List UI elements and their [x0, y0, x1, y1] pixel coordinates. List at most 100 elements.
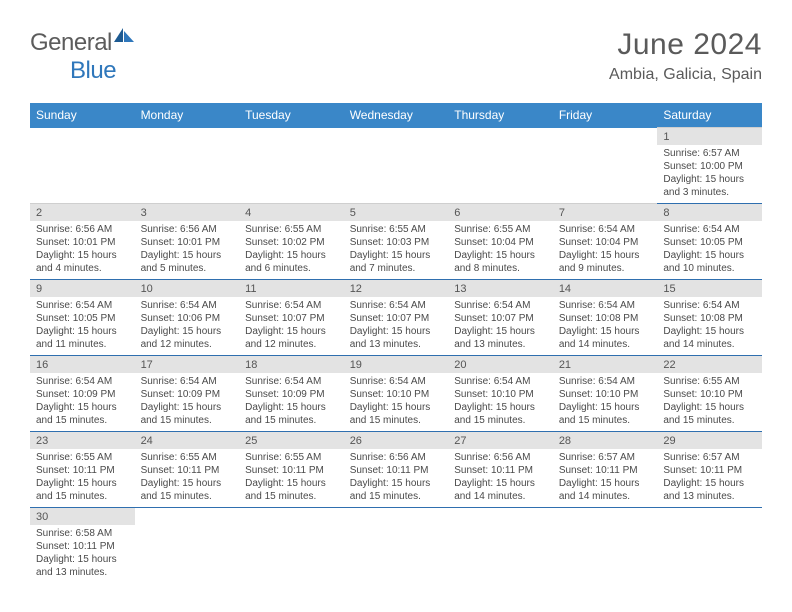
- day-detail-cell: Sunrise: 6:54 AMSunset: 10:08 PMDaylight…: [657, 297, 762, 356]
- title-block: June 2024 Ambia, Galicia, Spain: [609, 28, 762, 84]
- day-detail-cell: [344, 525, 449, 583]
- day-detail-cell: Sunrise: 6:54 AMSunset: 10:07 PMDaylight…: [448, 297, 553, 356]
- day-header: Monday: [135, 103, 240, 128]
- day-number-cell: 26: [344, 432, 449, 450]
- day-detail-text: Sunrise: 6:54 AMSunset: 10:07 PMDaylight…: [245, 299, 338, 351]
- day-detail-cell: Sunrise: 6:56 AMSunset: 10:01 PMDaylight…: [135, 221, 240, 280]
- day-header: Tuesday: [239, 103, 344, 128]
- day-number-cell: [344, 128, 449, 146]
- day-detail-cell: Sunrise: 6:55 AMSunset: 10:11 PMDaylight…: [30, 449, 135, 508]
- day-detail-cell: Sunrise: 6:54 AMSunset: 10:07 PMDaylight…: [239, 297, 344, 356]
- location-label: Ambia, Galicia, Spain: [609, 66, 762, 84]
- calendar-table: SundayMondayTuesdayWednesdayThursdayFrid…: [30, 103, 762, 583]
- day-number-cell: [448, 508, 553, 526]
- day-detail-cell: Sunrise: 6:54 AMSunset: 10:10 PMDaylight…: [448, 373, 553, 432]
- day-number-cell: [657, 508, 762, 526]
- day-number-cell: [344, 508, 449, 526]
- day-number-cell: 17: [135, 356, 240, 374]
- day-detail-cell: Sunrise: 6:54 AMSunset: 10:07 PMDaylight…: [344, 297, 449, 356]
- day-number-cell: 24: [135, 432, 240, 450]
- day-detail-text: Sunrise: 6:54 AMSunset: 10:07 PMDaylight…: [350, 299, 443, 351]
- day-number-cell: 22: [657, 356, 762, 374]
- day-number-cell: 9: [30, 280, 135, 298]
- day-number-cell: 4: [239, 204, 344, 222]
- day-detail-text: Sunrise: 6:54 AMSunset: 10:10 PMDaylight…: [559, 375, 652, 427]
- day-number-cell: 15: [657, 280, 762, 298]
- day-detail-text: Sunrise: 6:54 AMSunset: 10:07 PMDaylight…: [454, 299, 547, 351]
- day-number-cell: 1: [657, 128, 762, 146]
- logo-blue: Blue: [70, 57, 116, 84]
- day-detail-text: Sunrise: 6:54 AMSunset: 10:09 PMDaylight…: [245, 375, 338, 427]
- day-header: Wednesday: [344, 103, 449, 128]
- day-header-row: SundayMondayTuesdayWednesdayThursdayFrid…: [30, 103, 762, 128]
- day-header: Sunday: [30, 103, 135, 128]
- detail-row: Sunrise: 6:54 AMSunset: 10:09 PMDaylight…: [30, 373, 762, 432]
- day-number-cell: 10: [135, 280, 240, 298]
- day-detail-text: Sunrise: 6:55 AMSunset: 10:04 PMDaylight…: [454, 223, 547, 275]
- daynum-row: 30: [30, 508, 762, 526]
- day-number-cell: 19: [344, 356, 449, 374]
- day-detail-text: Sunrise: 6:54 AMSunset: 10:04 PMDaylight…: [559, 223, 652, 275]
- daynum-row: 23242526272829: [30, 432, 762, 450]
- logo: GeneralBlue: [30, 28, 134, 85]
- day-detail-text: Sunrise: 6:55 AMSunset: 10:11 PMDaylight…: [141, 451, 234, 503]
- logo-general: General: [30, 29, 112, 56]
- day-header: Thursday: [448, 103, 553, 128]
- day-number-cell: 6: [448, 204, 553, 222]
- day-number-cell: 30: [30, 508, 135, 526]
- day-detail-text: Sunrise: 6:54 AMSunset: 10:10 PMDaylight…: [350, 375, 443, 427]
- day-number-cell: 29: [657, 432, 762, 450]
- day-detail-cell: [344, 145, 449, 204]
- day-detail-cell: Sunrise: 6:54 AMSunset: 10:05 PMDaylight…: [30, 297, 135, 356]
- day-detail-text: Sunrise: 6:55 AMSunset: 10:03 PMDaylight…: [350, 223, 443, 275]
- day-detail-cell: Sunrise: 6:56 AMSunset: 10:01 PMDaylight…: [30, 221, 135, 280]
- day-detail-cell: Sunrise: 6:55 AMSunset: 10:10 PMDaylight…: [657, 373, 762, 432]
- day-detail-cell: Sunrise: 6:57 AMSunset: 10:00 PMDaylight…: [657, 145, 762, 204]
- day-detail-cell: Sunrise: 6:58 AMSunset: 10:11 PMDaylight…: [30, 525, 135, 583]
- day-number-cell: 20: [448, 356, 553, 374]
- day-number-cell: 13: [448, 280, 553, 298]
- day-detail-cell: Sunrise: 6:56 AMSunset: 10:11 PMDaylight…: [344, 449, 449, 508]
- day-number-cell: [135, 508, 240, 526]
- day-detail-text: Sunrise: 6:54 AMSunset: 10:10 PMDaylight…: [454, 375, 547, 427]
- detail-row: Sunrise: 6:57 AMSunset: 10:00 PMDaylight…: [30, 145, 762, 204]
- header: GeneralBlue June 2024 Ambia, Galicia, Sp…: [30, 28, 762, 85]
- day-detail-cell: Sunrise: 6:54 AMSunset: 10:09 PMDaylight…: [30, 373, 135, 432]
- day-detail-cell: [553, 145, 658, 204]
- day-detail-text: Sunrise: 6:57 AMSunset: 10:11 PMDaylight…: [663, 451, 756, 503]
- day-number-cell: 8: [657, 204, 762, 222]
- day-header: Friday: [553, 103, 658, 128]
- day-number-cell: 14: [553, 280, 658, 298]
- day-detail-text: Sunrise: 6:56 AMSunset: 10:11 PMDaylight…: [454, 451, 547, 503]
- day-detail-text: Sunrise: 6:55 AMSunset: 10:11 PMDaylight…: [245, 451, 338, 503]
- day-number-cell: 27: [448, 432, 553, 450]
- day-detail-text: Sunrise: 6:54 AMSunset: 10:08 PMDaylight…: [663, 299, 756, 351]
- day-detail-text: Sunrise: 6:57 AMSunset: 10:00 PMDaylight…: [663, 147, 756, 199]
- day-detail-cell: Sunrise: 6:57 AMSunset: 10:11 PMDaylight…: [657, 449, 762, 508]
- day-detail-cell: [553, 525, 658, 583]
- day-number-cell: 23: [30, 432, 135, 450]
- day-detail-cell: Sunrise: 6:55 AMSunset: 10:02 PMDaylight…: [239, 221, 344, 280]
- daynum-row: 1: [30, 128, 762, 146]
- day-detail-cell: Sunrise: 6:54 AMSunset: 10:09 PMDaylight…: [239, 373, 344, 432]
- day-detail-text: Sunrise: 6:54 AMSunset: 10:09 PMDaylight…: [141, 375, 234, 427]
- detail-row: Sunrise: 6:54 AMSunset: 10:05 PMDaylight…: [30, 297, 762, 356]
- day-detail-text: Sunrise: 6:55 AMSunset: 10:11 PMDaylight…: [36, 451, 129, 503]
- day-detail-text: Sunrise: 6:54 AMSunset: 10:09 PMDaylight…: [36, 375, 129, 427]
- day-detail-text: Sunrise: 6:56 AMSunset: 10:01 PMDaylight…: [36, 223, 129, 275]
- day-number-cell: [553, 508, 658, 526]
- day-number-cell: 21: [553, 356, 658, 374]
- day-detail-cell: Sunrise: 6:54 AMSunset: 10:10 PMDaylight…: [553, 373, 658, 432]
- day-detail-text: Sunrise: 6:55 AMSunset: 10:02 PMDaylight…: [245, 223, 338, 275]
- day-detail-cell: Sunrise: 6:55 AMSunset: 10:04 PMDaylight…: [448, 221, 553, 280]
- day-detail-cell: Sunrise: 6:56 AMSunset: 10:11 PMDaylight…: [448, 449, 553, 508]
- page-title: June 2024: [609, 28, 762, 62]
- day-detail-text: Sunrise: 6:58 AMSunset: 10:11 PMDaylight…: [36, 527, 129, 579]
- day-number-cell: 18: [239, 356, 344, 374]
- day-number-cell: 7: [553, 204, 658, 222]
- day-detail-cell: [448, 145, 553, 204]
- day-detail-cell: Sunrise: 6:55 AMSunset: 10:11 PMDaylight…: [239, 449, 344, 508]
- day-number-cell: [135, 128, 240, 146]
- day-number-cell: 3: [135, 204, 240, 222]
- day-number-cell: [239, 128, 344, 146]
